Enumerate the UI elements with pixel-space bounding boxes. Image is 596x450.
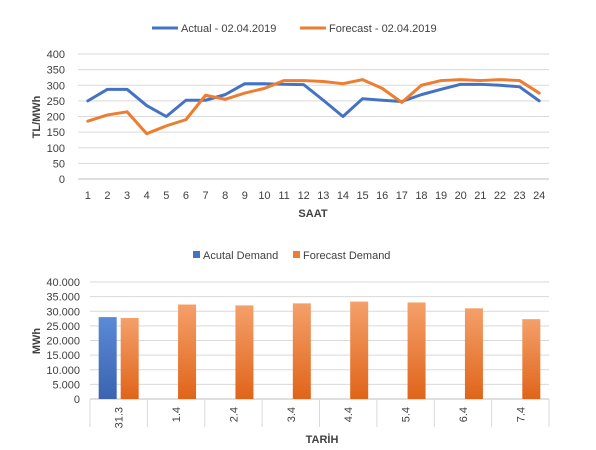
y-tick-label: 40.000	[46, 277, 80, 289]
line-chart-x-ticks: 1 2 3 4 5 6 7 8 9 10 11 12 13 14 15 16 17 18 19 20 21 22 23 24	[85, 190, 546, 202]
bar-chart-bars	[98, 301, 541, 399]
x-tick-label: 24	[533, 190, 545, 202]
bar-forecast-demand	[178, 304, 197, 399]
y-tick-label: 250	[47, 96, 65, 108]
x-tick-label: 3.4	[286, 407, 298, 422]
x-tick-label: 10	[258, 190, 270, 202]
x-tick-label: 8	[222, 190, 228, 202]
y-tick-label: 350	[47, 65, 65, 77]
x-tick-label: 1.4	[171, 407, 183, 422]
x-tick-label: 22	[494, 190, 506, 202]
x-tick-label: 9	[242, 190, 248, 202]
y-tick-label: 100	[47, 143, 65, 155]
x-tick-label: 7.4	[515, 407, 527, 422]
x-tick-label: 16	[376, 190, 388, 202]
y-tick-label: 15.000	[46, 350, 80, 362]
y-tick-label: 20.000	[46, 336, 80, 348]
y-tick-label: 0	[74, 394, 80, 406]
y-tick-label: 300	[47, 80, 65, 92]
x-tick-label: 2.4	[228, 407, 240, 422]
bar-chart-y-ticks: 0 5.000 10.000 15.000 20.000 25.000 30.000 35.0…	[46, 277, 80, 406]
x-tick-label: 21	[474, 190, 486, 202]
bar-chart-y-axis-title: MWh	[31, 328, 43, 355]
y-tick-label: 5.000	[52, 379, 80, 391]
x-tick-label: 6.4	[458, 407, 470, 422]
bar-forecast-demand	[522, 319, 541, 399]
legend-label-actual: Actual - 02.04.2019	[181, 23, 276, 35]
y-tick-label: 200	[47, 112, 65, 124]
bar-forecast-demand	[235, 305, 254, 399]
x-tick-label: 19	[435, 190, 447, 202]
series-line-actual	[86, 82, 541, 118]
line-chart-x-axis-title: SAAT	[298, 208, 327, 220]
x-tick-label: 17	[396, 190, 408, 202]
x-tick-label: 2	[104, 190, 110, 202]
y-tick-label: 35.000	[46, 292, 80, 304]
x-tick-label: 18	[415, 190, 427, 202]
x-tick-label: 4	[144, 190, 150, 202]
x-tick-label: 6	[183, 190, 189, 202]
y-tick-label: 25.000	[46, 321, 80, 333]
x-tick-label: 23	[513, 190, 525, 202]
line-chart-y-ticks: 0 50 100 150 200 250 300 350 400	[47, 49, 65, 186]
x-tick-label: 11	[278, 190, 289, 202]
y-tick-label: 10.000	[46, 365, 80, 377]
bar-actual-demand	[98, 317, 117, 399]
legend-label-actual-demand: Acutal Demand	[203, 250, 278, 262]
legend-swatch-forecast-demand	[293, 251, 300, 258]
x-tick-label: 31.3	[114, 407, 126, 428]
x-tick-label: 15	[356, 190, 368, 202]
y-tick-label: 400	[47, 49, 65, 61]
line-chart-series	[86, 78, 541, 136]
x-tick-label: 4.4	[343, 407, 355, 422]
bar-chart-legend: Acutal Demand Forecast Demand	[193, 250, 390, 262]
line-chart-legend: Actual - 02.04.2019 Forecast - 02.04.201…	[152, 23, 437, 35]
x-tick-label: 14	[337, 190, 349, 202]
y-tick-label: 150	[47, 127, 65, 139]
series-line-forecast	[86, 78, 541, 136]
bar-forecast-demand	[120, 317, 139, 399]
bar-chart: Acutal Demand Forecast Demand 0 5.000 10.0…	[31, 250, 550, 446]
bar-forecast-demand	[407, 302, 426, 399]
bar-forecast-demand	[292, 303, 311, 399]
line-chart: Actual - 02.04.2019 Forecast - 02.04.201…	[31, 23, 549, 220]
bar-chart-x-ticks: 31.3 1.4 2.4 3.4 4.4 5.4 6.4 7.4	[89, 399, 550, 428]
x-tick-label: 20	[455, 190, 467, 202]
x-tick-label: 7	[203, 190, 209, 202]
x-tick-label: 3	[124, 190, 130, 202]
x-tick-label: 13	[317, 190, 329, 202]
legend-label-forecast-demand: Forecast Demand	[303, 250, 390, 262]
bar-forecast-demand	[464, 308, 483, 399]
bar-chart-x-axis-title: TARİH	[306, 433, 339, 446]
x-tick-label: 12	[298, 190, 310, 202]
x-tick-label: 5	[163, 190, 169, 202]
line-chart-y-axis-title: TL/MWh	[31, 95, 43, 138]
bar-forecast-demand	[350, 301, 369, 399]
legend-label-forecast: Forecast - 02.04.2019	[329, 23, 437, 35]
y-tick-label: 0	[59, 174, 65, 186]
x-tick-label: 5.4	[401, 407, 413, 422]
line-chart-gridlines	[78, 53, 549, 180]
x-tick-label: 1	[85, 190, 91, 202]
y-tick-label: 50	[53, 158, 65, 170]
y-tick-label: 30.000	[46, 306, 80, 318]
legend-swatch-actual-demand	[193, 251, 200, 258]
